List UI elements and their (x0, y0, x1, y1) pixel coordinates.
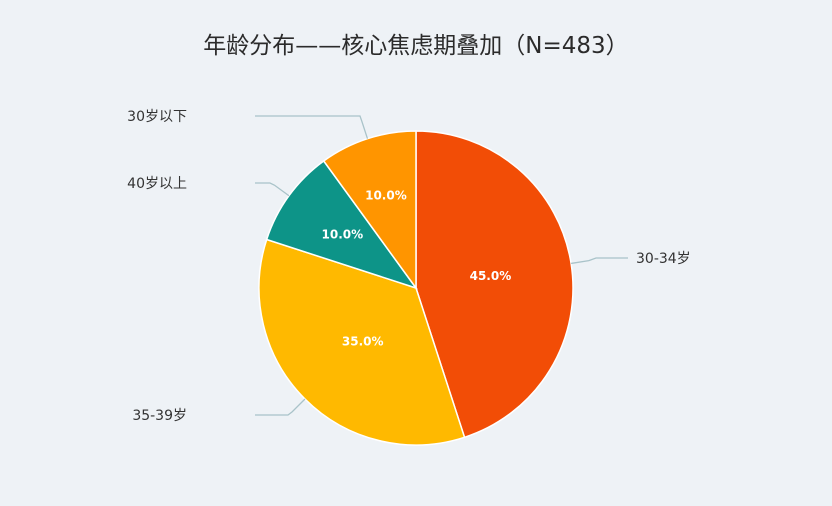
category-label: 30-34岁 (636, 251, 691, 267)
pie-slice (415, 130, 574, 439)
leader-line (255, 398, 306, 416)
leader-line (570, 257, 628, 265)
leader-line (255, 115, 369, 139)
slice-value-label: 10.0% (322, 227, 364, 241)
category-label: 30岁以下 (127, 109, 187, 125)
category-label: 35-39岁 (132, 408, 187, 424)
slice-value-label: 35.0% (342, 334, 384, 348)
category-label: 40岁以上 (127, 176, 187, 192)
slice-value-label: 10.0% (365, 188, 407, 202)
leader-line (255, 182, 290, 197)
slice-value-label: 45.0% (470, 269, 512, 283)
chart-title: 年龄分布——核心焦虑期叠加（N=483） (203, 33, 629, 59)
